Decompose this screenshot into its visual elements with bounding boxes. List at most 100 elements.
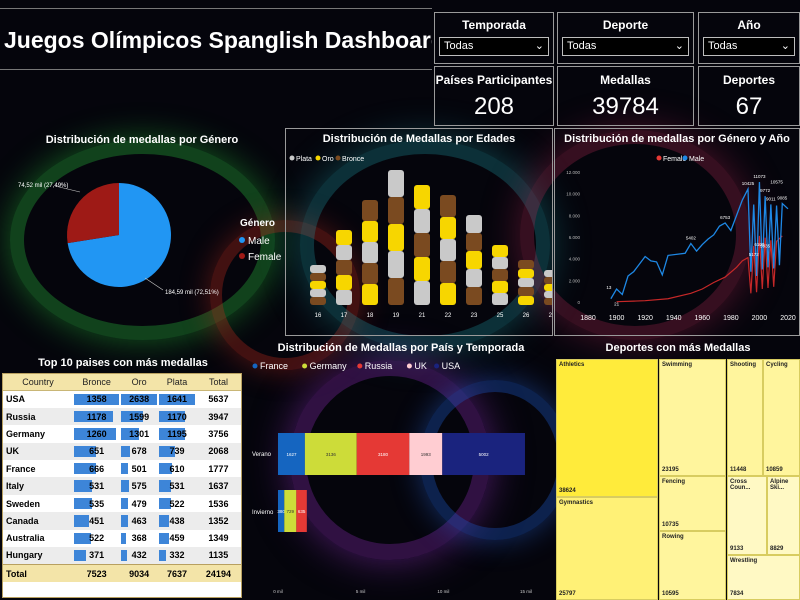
table-row[interactable]: Sweden 535 479 522 1536 <box>3 494 241 513</box>
series-male-line[interactable] <box>610 182 789 300</box>
age-bar-segment[interactable] <box>518 296 534 305</box>
age-bar-segment[interactable] <box>388 197 404 224</box>
slicer-temporada-dropdown[interactable]: Todas ⌄ <box>439 37 549 56</box>
age-bar-segment[interactable] <box>440 217 456 239</box>
table-row[interactable]: Australia 522 368 459 1349 <box>3 529 241 548</box>
treemap-cell[interactable]: Athletics 38624 <box>556 359 658 497</box>
table-row[interactable]: USA 1358 2638 1641 5637 <box>3 390 241 408</box>
bar-segment[interactable] <box>442 433 525 475</box>
age-bar-segment[interactable] <box>414 185 430 209</box>
column-header-oro[interactable]: Oro <box>120 374 159 391</box>
treemap-cell[interactable]: Shooting 11448 <box>727 359 763 476</box>
bar-segment[interactable] <box>296 490 307 532</box>
age-bar-segment[interactable] <box>310 297 326 305</box>
legend-bronce[interactable]: Bronce <box>342 156 364 163</box>
table-row[interactable]: UK 651 678 739 2068 <box>3 442 241 461</box>
age-bar-segment[interactable] <box>414 209 430 233</box>
age-bar-segment[interactable] <box>518 278 534 287</box>
age-bar-segment[interactable] <box>310 289 326 297</box>
age-bar-segment[interactable] <box>466 251 482 269</box>
age-bar-segment[interactable] <box>362 242 378 263</box>
age-bar-segment[interactable] <box>414 281 430 305</box>
age-bar-segment[interactable] <box>336 260 352 275</box>
age-bar-segment[interactable] <box>518 287 534 296</box>
age-bar-segment[interactable] <box>388 278 404 305</box>
table-row[interactable]: Germany 1260 1301 1195 3756 <box>3 425 241 443</box>
bar-segment[interactable] <box>278 433 305 475</box>
column-header-country[interactable]: Country <box>3 374 73 391</box>
age-bar-segment[interactable] <box>336 290 352 305</box>
legend-item[interactable]: Russia <box>365 361 393 371</box>
age-bar-segment[interactable] <box>544 277 553 284</box>
age-bar-segment[interactable] <box>466 269 482 287</box>
legend-female[interactable]: Female <box>248 252 282 263</box>
age-bar-segment[interactable] <box>362 263 378 284</box>
treemap-cell[interactable]: Wrestling 7834 <box>727 555 800 600</box>
pie-slice-female[interactable] <box>67 183 119 244</box>
legend-male[interactable]: Male <box>248 236 270 247</box>
age-bar-segment[interactable] <box>492 281 508 293</box>
column-header-plata[interactable]: Plata <box>158 374 196 391</box>
age-bar-segment[interactable] <box>466 287 482 305</box>
slicer-anio-dropdown[interactable]: Todas ⌄ <box>703 37 795 56</box>
age-bar-segment[interactable] <box>388 224 404 251</box>
age-bar-segment[interactable] <box>336 275 352 290</box>
age-bar-segment[interactable] <box>440 239 456 261</box>
bar-segment[interactable] <box>278 490 285 532</box>
pie-slice-male[interactable] <box>67 183 172 287</box>
age-bar-segment[interactable] <box>544 270 553 277</box>
bar-segment[interactable] <box>284 490 297 532</box>
treemap-cell[interactable]: Rowing 10595 <box>659 531 726 600</box>
age-bar-segment[interactable] <box>362 200 378 221</box>
table-row[interactable]: France 666 501 610 1777 <box>3 460 241 478</box>
column-header-bronce[interactable]: Bronce <box>73 374 121 391</box>
age-bar-segment[interactable] <box>336 245 352 260</box>
age-bar-segment[interactable] <box>440 261 456 283</box>
age-bar-segment[interactable] <box>544 291 553 298</box>
legend-oro[interactable]: Oro <box>322 156 334 163</box>
table-row[interactable]: Russia 1178 1599 1170 3947 <box>3 407 241 426</box>
series-female-line[interactable] <box>616 235 783 303</box>
treemap-cell[interactable]: Alpine Ski... 8829 <box>767 476 800 555</box>
age-bar-segment[interactable] <box>518 260 534 269</box>
age-bar-segment[interactable] <box>492 293 508 305</box>
age-bar-segment[interactable] <box>414 257 430 281</box>
legend-male[interactable]: Male <box>689 156 704 163</box>
age-bar-segment[interactable] <box>466 233 482 251</box>
legend-item[interactable]: USA <box>442 361 461 371</box>
legend-item[interactable]: UK <box>414 361 427 371</box>
bar-segment[interactable] <box>356 433 410 475</box>
age-bar-segment[interactable] <box>362 284 378 305</box>
age-bar-segment[interactable] <box>544 298 553 305</box>
age-bar-segment[interactable] <box>310 273 326 281</box>
treemap-cell[interactable]: Fencing 10735 <box>659 476 726 531</box>
bar-segment[interactable] <box>304 433 357 475</box>
age-bar-segment[interactable] <box>492 245 508 257</box>
age-bar-segment[interactable] <box>518 269 534 278</box>
bar-segment[interactable] <box>409 433 443 475</box>
treemap-cell[interactable]: Cross Coun... 9133 <box>727 476 767 555</box>
treemap-cell[interactable]: Gymnastics 25797 <box>556 497 658 600</box>
table-row[interactable]: Italy 531 575 531 1637 <box>3 477 241 495</box>
legend-female[interactable]: Female <box>663 156 686 163</box>
age-bar-segment[interactable] <box>336 230 352 245</box>
age-bar-segment[interactable] <box>440 283 456 305</box>
age-bar-segment[interactable] <box>544 284 553 291</box>
legend-plata[interactable]: Plata <box>296 156 312 163</box>
age-bar-segment[interactable] <box>414 233 430 257</box>
age-bar-segment[interactable] <box>440 195 456 217</box>
slicer-deporte-dropdown[interactable]: Todas ⌄ <box>562 37 689 56</box>
age-bar-segment[interactable] <box>492 257 508 269</box>
age-bar-segment[interactable] <box>492 269 508 281</box>
age-bar-segment[interactable] <box>310 281 326 289</box>
age-bar-segment[interactable] <box>388 170 404 197</box>
table-row[interactable]: Canada 451 463 438 1352 <box>3 512 241 530</box>
age-bar-segment[interactable] <box>362 221 378 242</box>
treemap-cell[interactable]: Swimming 23195 <box>659 359 726 476</box>
age-bar-segment[interactable] <box>388 251 404 278</box>
age-bar-segment[interactable] <box>466 215 482 233</box>
table-row[interactable]: Hungary 371 432 332 1135 <box>3 547 241 565</box>
age-bar-segment[interactable] <box>310 265 326 273</box>
column-header-total[interactable]: Total <box>195 374 241 391</box>
treemap-cell[interactable]: Cycling 10859 <box>763 359 800 476</box>
